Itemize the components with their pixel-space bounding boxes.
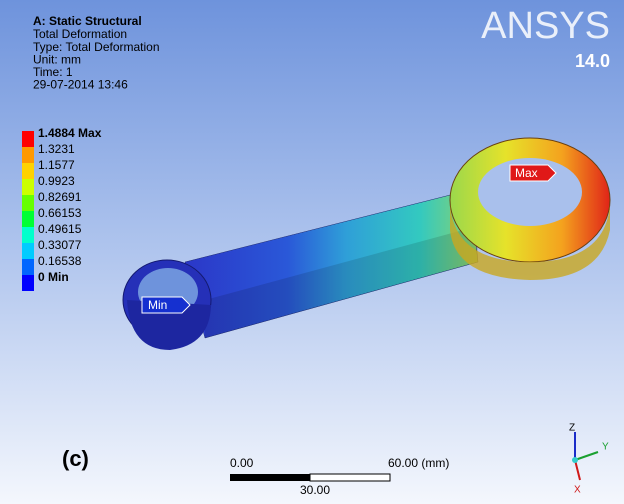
- scale-left: 0.00: [230, 456, 254, 470]
- legend-swatch: [22, 195, 34, 211]
- legend-label: 0.16538: [38, 254, 82, 268]
- legend-swatch: [22, 243, 34, 259]
- legend-swatch: [22, 275, 34, 291]
- triad-x: X: [574, 485, 581, 496]
- panel-label: (c): [62, 446, 89, 471]
- triad-z: Z: [569, 423, 575, 434]
- max-probe: Max: [515, 166, 538, 180]
- triad-y: Y: [602, 442, 609, 453]
- scene: A: Static Structural Total DeformationTy…: [0, 0, 624, 504]
- min-probe: Min: [148, 298, 167, 312]
- scale-middle: 30.00: [300, 483, 330, 497]
- logo-version: 14.0: [575, 51, 610, 71]
- header-line: 29-07-2014 13:46: [33, 78, 128, 92]
- legend-swatch: [22, 179, 34, 195]
- viewport: A: Static Structural Total DeformationTy…: [0, 0, 624, 504]
- legend-label: 0 Min: [38, 270, 69, 284]
- legend-label: 0.82691: [38, 190, 82, 204]
- legend-label: 0.33077: [38, 238, 82, 252]
- legend-swatch: [22, 147, 34, 163]
- legend-swatch: [22, 211, 34, 227]
- legend-label: 1.1577: [38, 158, 75, 172]
- header-title: A: Static Structural: [33, 14, 142, 28]
- legend-label: 0.9923: [38, 174, 75, 188]
- legend-swatch: [22, 227, 34, 243]
- scale-right: 60.00 (mm): [388, 456, 449, 470]
- legend-label: 1.4884 Max: [38, 126, 102, 140]
- legend-swatch: [22, 163, 34, 179]
- legend-label: 0.49615: [38, 222, 82, 236]
- legend-swatch: [22, 259, 34, 275]
- legend-swatch: [22, 131, 34, 147]
- legend-label: 1.3231: [38, 142, 75, 156]
- logo-brand: ANSYS: [481, 5, 610, 47]
- legend-label: 0.66153: [38, 206, 82, 220]
